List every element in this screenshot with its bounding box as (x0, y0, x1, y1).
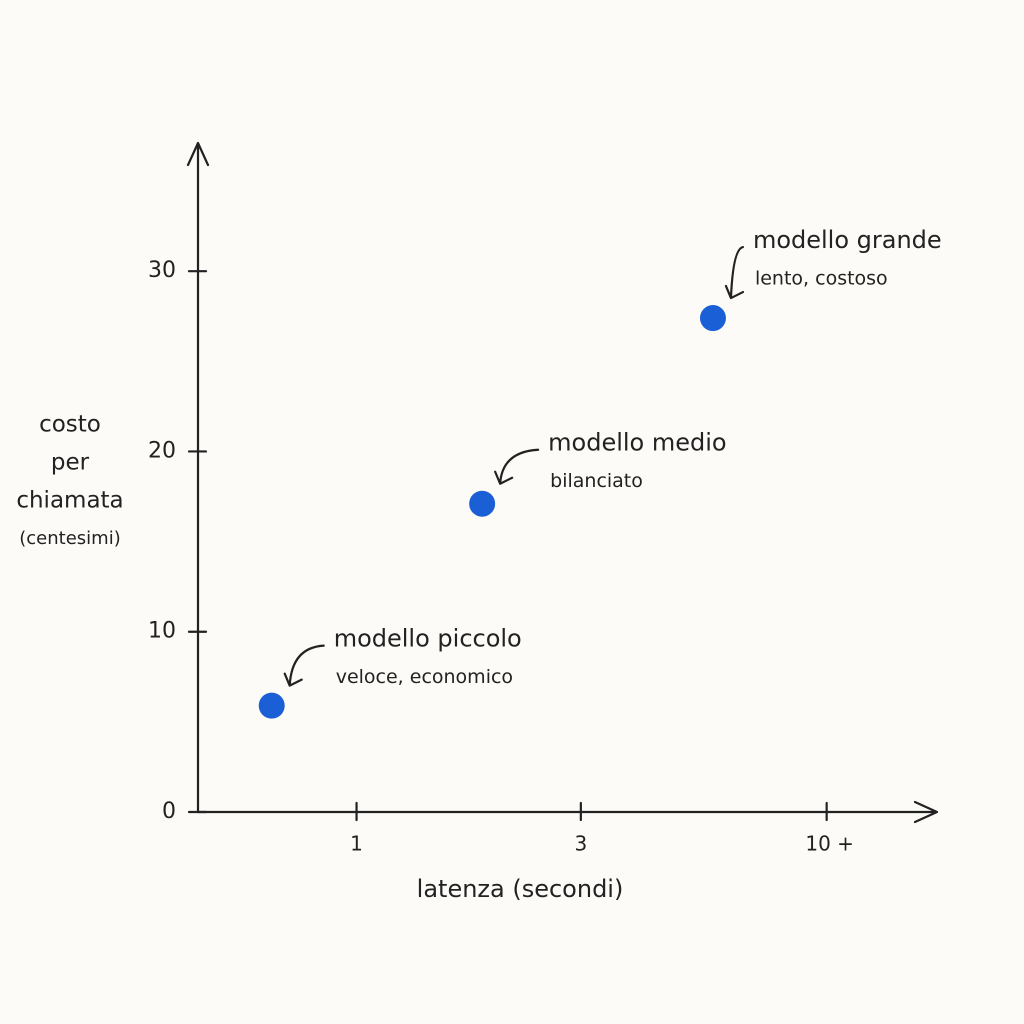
point-label: modello grande (753, 226, 942, 254)
point-note: bilanciato (550, 470, 643, 492)
annotation-arrow (283, 644, 325, 687)
y-axis-label: (centesimi) (19, 528, 120, 549)
annotation-arrow (494, 448, 540, 485)
annotation-arrow (724, 245, 745, 300)
y-axis-label: per (51, 450, 90, 476)
y-tick-label: 10 (148, 619, 176, 644)
point-note: veloce, economico (336, 666, 513, 688)
x-tick-label: 1 (350, 832, 363, 856)
x-axis-label: latenza (secondi) (417, 875, 624, 903)
point-label: modello medio (548, 429, 726, 457)
point-label: modello piccolo (334, 625, 522, 653)
y-tick-label: 20 (148, 438, 176, 463)
y-tick-label: 0 (162, 799, 176, 824)
y-axis-label: chiamata (16, 488, 123, 514)
point (469, 490, 496, 517)
point (699, 305, 726, 332)
y-axis (186, 141, 210, 814)
x-tick-label: 3 (574, 832, 587, 856)
y-tick-label: 30 (148, 258, 176, 283)
point (258, 692, 285, 719)
point-note: lento, costoso (755, 268, 888, 290)
y-axis-label: costo (39, 412, 101, 438)
x-axis (196, 800, 939, 824)
x-tick-label: 10 + (805, 832, 854, 856)
